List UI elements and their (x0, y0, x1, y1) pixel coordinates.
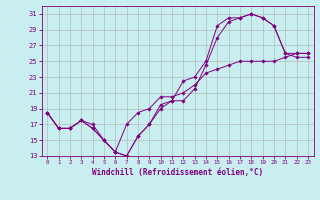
X-axis label: Windchill (Refroidissement éolien,°C): Windchill (Refroidissement éolien,°C) (92, 168, 263, 177)
